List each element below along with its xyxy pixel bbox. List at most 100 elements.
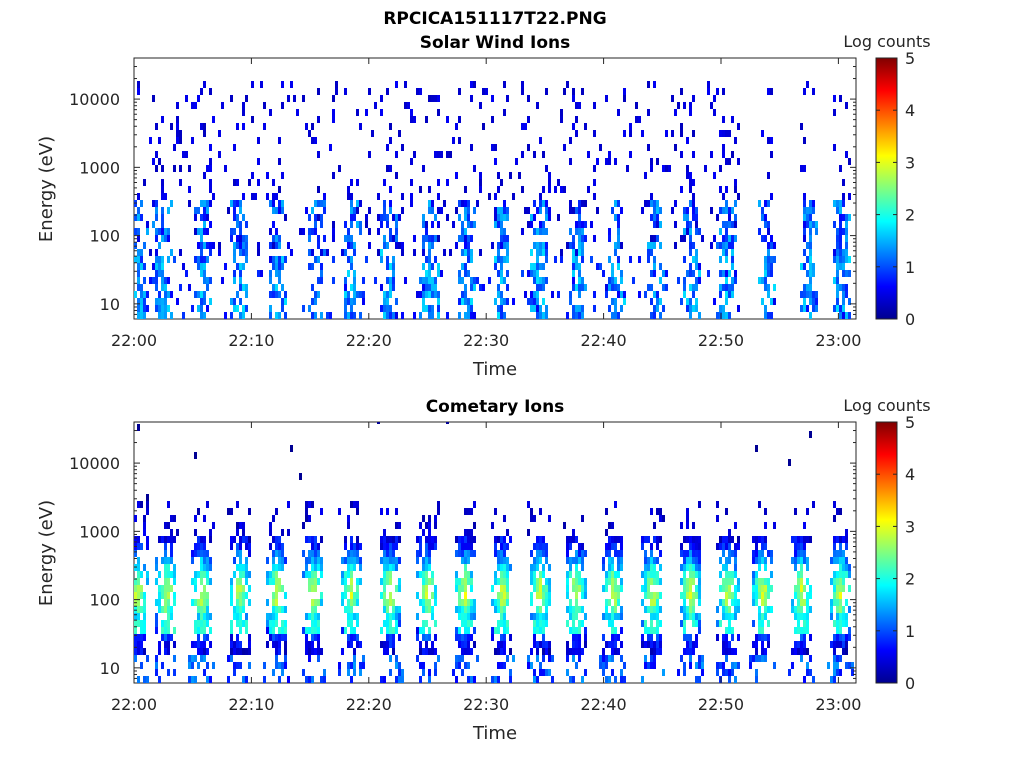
spectrogram-cell (281, 102, 284, 109)
spectrogram-cell (662, 165, 665, 172)
spectrogram-cell (698, 599, 701, 606)
spectrogram-cell (803, 200, 806, 207)
spectrogram-cell (764, 543, 767, 550)
spectrogram-cell (806, 564, 809, 571)
spectrogram-cell (191, 305, 194, 312)
spectrogram-cell (458, 200, 461, 207)
spectrogram-cell (467, 543, 470, 550)
spectrogram-cell (437, 270, 440, 277)
spectrogram-cell (401, 676, 404, 683)
spectrogram-cell (569, 557, 572, 564)
spectrogram-cell (638, 116, 641, 123)
spectrogram-cell (197, 641, 200, 648)
spectrogram-cell (530, 571, 533, 578)
spectrogram-cell (389, 123, 392, 130)
spectrogram-cell (422, 578, 425, 585)
spectrogram-cell (350, 221, 353, 228)
spectrogram-cell (425, 564, 428, 571)
spectrogram-cell (656, 641, 659, 648)
spectrogram-cell (356, 557, 359, 564)
spectrogram-cell (590, 221, 593, 228)
spectrogram-cell (176, 137, 179, 144)
spectrogram-cell (503, 298, 506, 305)
spectrogram-cell (800, 627, 803, 634)
spectrogram-cell (569, 564, 572, 571)
spectrogram-cell (683, 571, 686, 578)
spectrogram-cell (809, 634, 812, 641)
spectrogram-cell (533, 564, 536, 571)
spectrogram-cell (152, 263, 155, 270)
spectrogram-cell (737, 536, 740, 543)
spectrogram-cell (344, 536, 347, 543)
spectrogram-cell (422, 235, 425, 242)
spectrogram-cell (269, 543, 272, 550)
spectrogram-cell (395, 536, 398, 543)
spectrogram-cell (761, 578, 764, 585)
spectrogram-cell (464, 298, 467, 305)
spectrogram-cell (191, 578, 194, 585)
spectrogram-cell (380, 543, 383, 550)
spectrogram-cell (698, 578, 701, 585)
spectrogram-cell (767, 221, 770, 228)
spectrogram-cell (800, 578, 803, 585)
spectrogram-cell (473, 599, 476, 606)
spectrogram-cell (812, 200, 815, 207)
spectrogram-cell (767, 634, 770, 641)
spectrogram-cell (236, 578, 239, 585)
spectrogram-cell (839, 571, 842, 578)
spectrogram-cell (161, 116, 164, 123)
spectrogram-cell (326, 312, 329, 319)
spectrogram-cell (395, 81, 398, 88)
spectrogram-cell (284, 214, 287, 221)
spectrogram-cell (206, 207, 209, 214)
spectrogram-cell (689, 200, 692, 207)
spectrogram-cell (656, 214, 659, 221)
spectrogram-cell (725, 571, 728, 578)
spectrogram-cell (647, 536, 650, 543)
spectrogram-cell (317, 186, 320, 193)
spectrogram-cell (560, 249, 563, 256)
spectrogram-cell (536, 228, 539, 235)
spectrogram-cell (797, 550, 800, 557)
spectrogram-cell (239, 536, 242, 543)
spectrogram-cell (311, 536, 314, 543)
spectrogram-cell (389, 284, 392, 291)
spectrogram-cell (320, 676, 323, 683)
spectrogram-cell (428, 550, 431, 557)
spectrogram-cell (593, 235, 596, 242)
spectrogram-cell (803, 263, 806, 270)
spectrogram-cell (137, 648, 140, 655)
spectrogram-cell (470, 312, 473, 319)
spectrogram-cell (431, 606, 434, 613)
spectrogram-cell (176, 123, 179, 130)
spectrogram-cell (329, 144, 332, 151)
spectrogram-cell (578, 606, 581, 613)
spectrogram-cell (422, 529, 425, 536)
spectrogram-cell (689, 109, 692, 116)
spectrogram-cell (188, 662, 191, 669)
spectrogram-cell (503, 277, 506, 284)
spectrogram-cell (137, 270, 140, 277)
spectrogram-cell (797, 613, 800, 620)
spectrogram-cell (278, 578, 281, 585)
spectrogram-cell (500, 557, 503, 564)
spectrogram-cell (164, 599, 167, 606)
spectrogram-cell (491, 585, 494, 592)
spectrogram-cell (311, 676, 314, 683)
spectrogram-cell (839, 564, 842, 571)
spectrogram-cell (251, 116, 254, 123)
spectrogram-cell (734, 186, 737, 193)
spectrogram-cell (176, 529, 179, 536)
spectrogram-cell (569, 627, 572, 634)
spectrogram-cell (758, 585, 761, 592)
spectrogram-cell (341, 557, 344, 564)
spectrogram-cell (341, 592, 344, 599)
spectrogram-cell (308, 676, 311, 683)
spectrogram-cell (188, 186, 191, 193)
spectrogram-cell (605, 613, 608, 620)
spectrogram-cell (563, 186, 566, 193)
spectrogram-cell (398, 606, 401, 613)
spectrogram-cell (692, 130, 695, 137)
spectrogram-cell (233, 536, 236, 543)
spectrogram-cell (431, 235, 434, 242)
